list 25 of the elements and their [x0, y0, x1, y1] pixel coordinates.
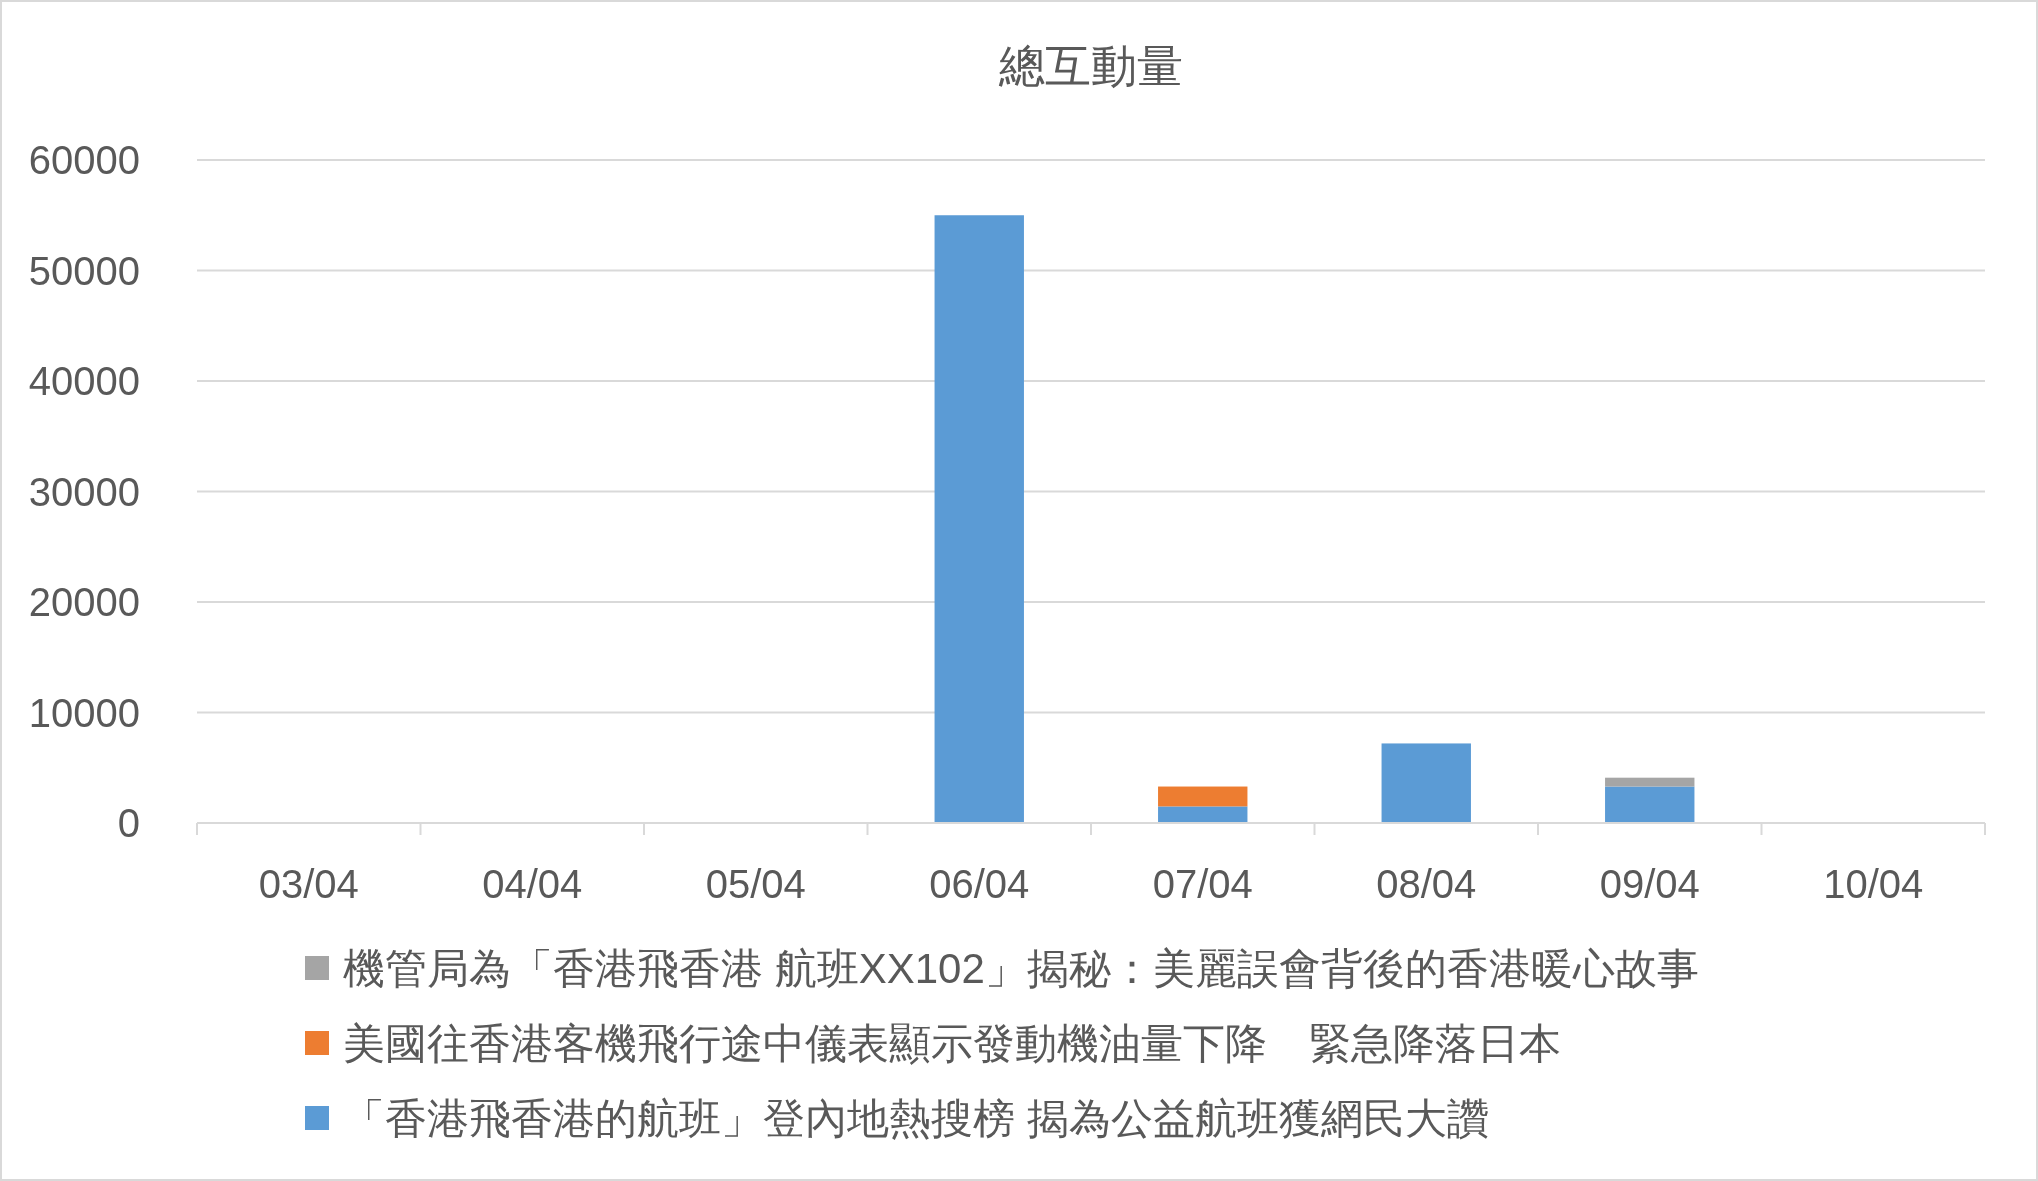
y-tick-label: 10000 — [28, 690, 140, 735]
bar — [1381, 743, 1471, 823]
x-tick-label: 06/04 — [929, 862, 1030, 906]
bar — [1158, 786, 1248, 807]
x-tick-label: 03/04 — [258, 862, 359, 906]
x-tick-label: 05/04 — [705, 862, 806, 906]
legend-label: 「香港飛香港的航班」登內地熱搜榜 揭為公益航班獲網民大讚 — [343, 1094, 1489, 1142]
chart-title: 總互動量 — [998, 40, 1183, 92]
x-tick-label: 07/04 — [1152, 862, 1253, 906]
bar — [1605, 777, 1695, 787]
y-tick-label: 50000 — [28, 248, 140, 293]
y-tick-label: 20000 — [28, 580, 140, 624]
y-tick-label: 30000 — [28, 469, 140, 514]
legend-label: 機管局為「香港飛香港 航班XX102」揭秘：美麗誤會背後的香港暖心故事 — [343, 944, 1699, 992]
x-tick-label: 04/04 — [482, 862, 583, 906]
legend-label: 美國往香港客機飛行途中儀表顯示發動機油量下降 緊急降落日本 — [343, 1019, 1561, 1067]
x-tick-label: 08/04 — [1376, 862, 1477, 906]
bar — [1605, 786, 1695, 823]
bar — [1158, 806, 1248, 823]
x-tick-label: 10/04 — [1823, 862, 1924, 906]
x-tick-label: 09/04 — [1599, 862, 1700, 906]
y-tick-label: 60000 — [28, 138, 140, 182]
y-tick-label: 0 — [117, 801, 140, 845]
y-tick-label: 40000 — [28, 359, 140, 403]
bar — [934, 215, 1024, 823]
